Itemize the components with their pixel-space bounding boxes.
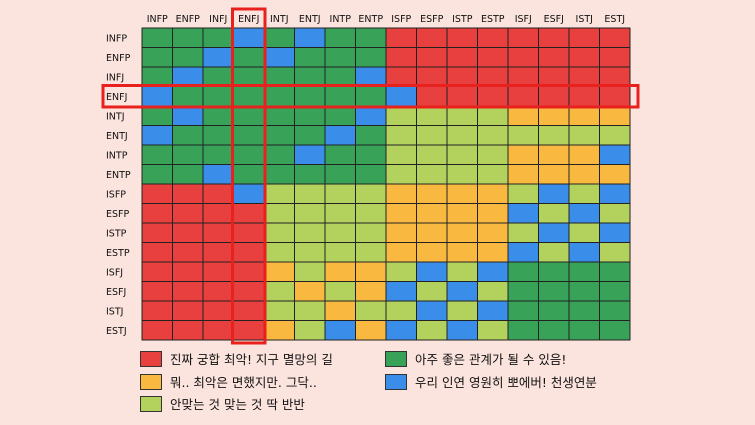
legend-swatch-red [140, 350, 162, 367]
column-label-istp: ISTP [452, 14, 473, 25]
heatmap-cells [141, 27, 631, 341]
legend-swatch-lime [140, 395, 162, 412]
legend-item-meh: 뭐.. 최악은 면했지만. 그닥.. [140, 372, 317, 391]
legend-label-half: 안맞는 것 맞는 것 딱 반반 [170, 397, 305, 412]
column-label-infj: INFJ [209, 14, 227, 25]
column-label-enfj: ENFJ [238, 14, 259, 25]
column-label-isfp: ISFP [391, 14, 411, 25]
legend-item-good: 아주 좋은 관계가 될 수 있음! [385, 349, 566, 368]
column-label-estj: ESTJ [604, 14, 625, 25]
legend-item-worst: 진짜 궁합 최악! 지구 멸망의 길 [140, 349, 333, 368]
column-label-istj: ISTJ [576, 14, 593, 25]
highlight-boxes [101, 7, 640, 345]
highlight-row-enfj [101, 84, 640, 109]
column-labels: INFP ENFP INFJ ENFJ INTJ ENTJ INTP ENTP ISFP ESFP… [147, 14, 625, 25]
row-label-istj: ISTJ [106, 306, 123, 317]
column-label-entj: ENTJ [299, 14, 321, 25]
legend-swatch-blue [385, 373, 407, 390]
row-label-infj: INFJ [106, 72, 124, 83]
column-label-esfj: ESFJ [544, 14, 564, 25]
row-label-istp: ISTP [106, 228, 127, 239]
legend-swatch-green [385, 350, 407, 367]
column-label-infp: INFP [147, 14, 168, 25]
legend-swatch-orange [140, 373, 162, 390]
row-labels: INFP ENFP INFJ ENFJ INTJ ENTJ INTP ENTP ISFP ESFP… [106, 33, 131, 337]
legend-label-worst: 진짜 궁합 최악! 지구 멸망의 길 [170, 352, 333, 367]
row-label-entj: ENTJ [106, 131, 128, 142]
cell-estj-estj [599, 320, 631, 341]
legend-item-best: 우리 인연 영원히 뽀에버! 천생연분 [385, 372, 597, 391]
row-label-entp: ENTP [106, 170, 131, 181]
legend-label-meh: 뭐.. 최악은 면했지만. 그닥.. [170, 375, 317, 390]
column-label-esfp: ESFP [420, 14, 443, 25]
row-label-esfp: ESFP [106, 209, 129, 220]
row-label-infp: INFP [106, 33, 127, 44]
highlight-column-enfj [231, 7, 267, 345]
row-label-esfj: ESFJ [106, 287, 126, 298]
row-label-estp: ESTP [106, 248, 130, 259]
column-label-estp: ESTP [481, 14, 505, 25]
row-label-estj: ESTJ [106, 326, 127, 337]
row-label-intj: INTJ [106, 111, 125, 122]
row-label-intp: INTP [106, 150, 128, 161]
legend-label-good: 아주 좋은 관계가 될 수 있음! [415, 352, 567, 367]
legend-label-best: 우리 인연 영원히 뽀에버! 천생연분 [415, 375, 597, 390]
column-label-entp: ENTP [358, 14, 383, 25]
column-label-intj: INTJ [270, 14, 289, 25]
row-label-enfp: ENFP [106, 53, 131, 64]
row-label-isfj: ISFJ [106, 267, 123, 278]
legend-item-half: 안맞는 것 맞는 것 딱 반반 [140, 394, 305, 413]
column-label-intp: INTP [330, 14, 352, 25]
column-label-enfp: ENFP [176, 14, 201, 25]
row-label-isfp: ISFP [106, 189, 126, 200]
row-label-enfj: ENFJ [106, 92, 127, 103]
column-label-isfj: ISFJ [515, 14, 532, 25]
